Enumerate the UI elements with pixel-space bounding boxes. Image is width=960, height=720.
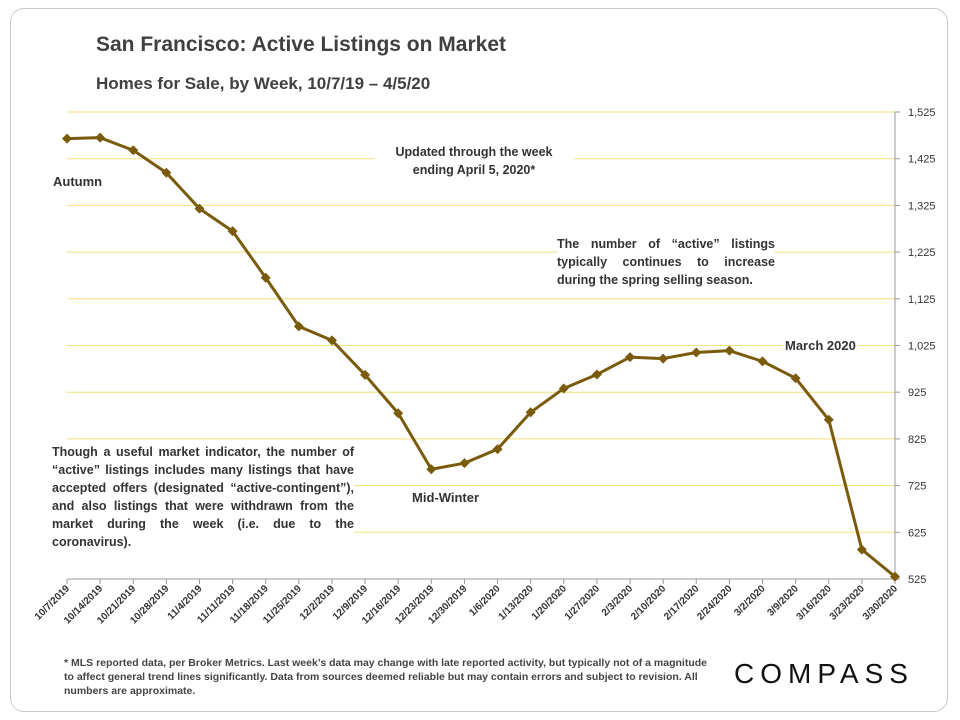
data-point [161,167,172,178]
y-tick-label: 525 [908,574,926,586]
y-tick-label: 1,525 [908,107,936,119]
data-point [591,369,602,380]
data-point [360,369,371,380]
data-point [293,321,304,332]
data-point [227,226,238,237]
x-tick-label: 3/30/2020 [861,583,901,623]
data-point [525,407,536,418]
y-tick-label: 825 [908,434,926,446]
slide-frame [10,8,948,712]
chart-subtitle: Homes for Sale, by Week, 10/7/19 – 4/5/2… [96,74,431,93]
data-point [625,352,636,363]
y-tick-label: 925 [908,387,926,399]
data-point [558,383,569,394]
data-point [790,373,801,384]
y-tick-label: 625 [908,527,926,539]
chart-title: San Francisco: Active Listings on Market [96,33,506,56]
data-point [426,464,437,475]
data-point [459,458,470,469]
x-tick-label: 2/24/2020 [695,583,735,623]
data-point [691,347,702,358]
y-tick-label: 725 [908,481,926,493]
march-label: March 2020 [783,338,858,353]
data-point [658,353,669,364]
data-point [856,544,867,555]
data-point [194,203,205,214]
y-tick-label: 1,025 [908,341,936,353]
data-point [95,132,106,143]
series-line [66,136,896,578]
caveat-note: Though a useful market indicator, the nu… [52,443,354,551]
x-tick-label: 1/27/2020 [563,583,603,623]
y-tick-label: 1,325 [908,200,936,212]
midwinter-label: Mid-Winter [410,490,482,505]
y-tick-label: 1,225 [908,247,936,259]
data-point [260,272,271,283]
data-point [393,408,404,419]
update-note: Updated through the week ending April 5,… [374,143,574,179]
data-point [757,356,768,367]
footnote: * MLS reported data, per Broker Metrics.… [64,657,707,697]
y-tick-label: 1,125 [908,294,936,306]
spring-note: The number of “active” listings typicall… [557,235,775,289]
data-point [823,414,834,425]
autumn-label: Autumn [51,174,105,189]
data-point [492,444,503,455]
data-point [724,345,735,356]
compass-logo: COMPASS [734,658,914,689]
y-tick-label: 1,425 [908,154,936,166]
data-point [890,571,900,582]
data-point [128,145,139,156]
x-tick-label: 3/2/2020 [732,583,768,619]
data-point [62,133,72,144]
data-point [326,335,337,346]
